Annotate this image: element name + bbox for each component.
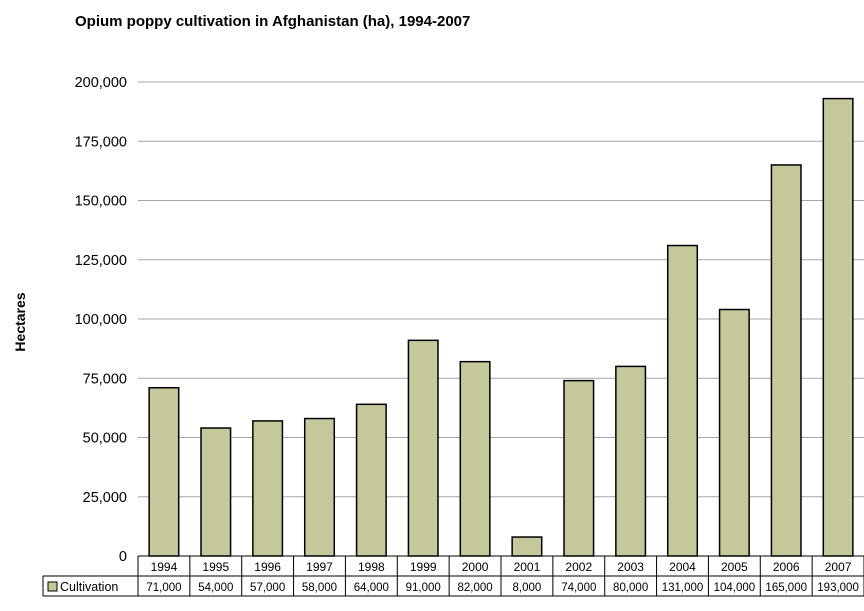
chart-title: Opium poppy cultivation in Afghanistan (… xyxy=(75,13,470,30)
x-tick-label: 1996 xyxy=(254,560,281,574)
bar-1999 xyxy=(407,339,439,557)
data-label: 131,000 xyxy=(662,582,704,594)
x-tick-label: 1997 xyxy=(306,560,333,574)
data-label: 91,000 xyxy=(406,582,441,594)
data-label: 64,000 xyxy=(354,582,389,594)
bar-2001 xyxy=(511,536,543,557)
data-label: 58,000 xyxy=(302,582,337,594)
bar-2003 xyxy=(615,365,647,557)
y-tick-label: 0 xyxy=(119,549,127,565)
y-tick-label: 200,000 xyxy=(75,75,127,91)
bar-2005 xyxy=(718,308,750,557)
x-tick-label: 2006 xyxy=(773,560,800,574)
data-label: 57,000 xyxy=(250,582,285,594)
legend-swatch xyxy=(47,581,58,592)
data-table: 1994 71,000 1995 54,000 1996 57,000 1997 58,000… xyxy=(42,555,864,597)
x-tick-label: 2004 xyxy=(669,560,696,574)
data-label: 74,000 xyxy=(561,582,596,594)
data-label: 193,000 xyxy=(817,582,859,594)
data-label: 165,000 xyxy=(765,582,807,594)
x-tick-label: 2007 xyxy=(825,560,852,574)
legend-label: Cultivation xyxy=(60,580,118,594)
x-tick-label: 2000 xyxy=(462,560,489,574)
bar-2002 xyxy=(563,379,595,557)
bar-1997 xyxy=(303,417,336,557)
bar-2007 xyxy=(822,97,854,557)
data-label: 71,000 xyxy=(146,582,181,594)
bar-2000 xyxy=(459,360,491,557)
x-tick-label: 1999 xyxy=(410,560,437,574)
data-label: 82,000 xyxy=(457,582,492,594)
gridlines xyxy=(138,81,864,498)
data-label: 104,000 xyxy=(714,582,756,594)
data-label: 80,000 xyxy=(613,582,648,594)
y-axis-ticks: 0 25,000 50,000 75,000 100,000 125,000 150,000… xyxy=(75,75,127,565)
bar-2004 xyxy=(666,244,699,557)
bar-1994 xyxy=(148,386,180,557)
data-label: 54,000 xyxy=(198,582,233,594)
x-tick-label: 2002 xyxy=(565,560,592,574)
y-tick-label: 25,000 xyxy=(83,490,127,506)
y-tick-label: 150,000 xyxy=(75,194,127,210)
data-label: 8,000 xyxy=(513,582,542,594)
y-tick-label: 125,000 xyxy=(75,253,127,269)
y-tick-label: 100,000 xyxy=(75,312,127,328)
y-axis-label: Hectares xyxy=(12,292,28,351)
y-tick-label: 175,000 xyxy=(75,134,127,150)
y-tick-label: 75,000 xyxy=(83,371,127,387)
bar-2006 xyxy=(770,164,802,557)
y-tick-label: 50,000 xyxy=(83,431,127,447)
x-tick-label: 2003 xyxy=(617,560,644,574)
x-tick-label: 1998 xyxy=(358,560,385,574)
x-tick-label: 2001 xyxy=(514,560,541,574)
bar-series xyxy=(148,97,854,557)
x-tick-label: 1994 xyxy=(151,560,178,574)
bar-1998 xyxy=(355,403,387,557)
x-tick-label: 2005 xyxy=(721,560,748,574)
bar-1995 xyxy=(200,427,232,557)
bar-1996 xyxy=(252,420,284,557)
x-tick-label: 1995 xyxy=(202,560,229,574)
